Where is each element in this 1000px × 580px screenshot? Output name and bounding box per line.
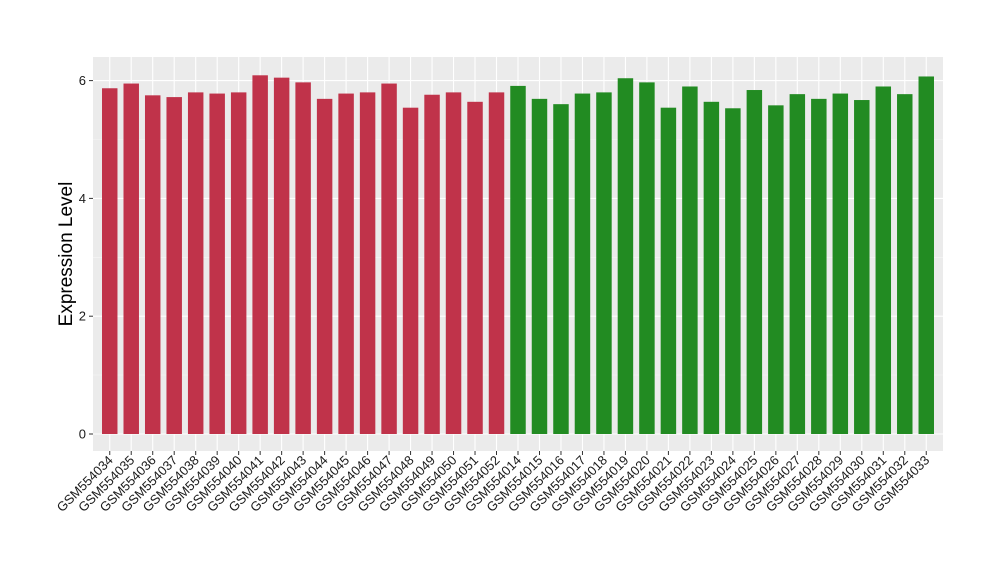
bar-GSM554028	[811, 98, 827, 434]
bar-GSM554049	[424, 94, 440, 435]
bar-GSM554048	[402, 107, 419, 434]
bar-GSM554027	[789, 94, 806, 434]
bar-GSM554026	[768, 105, 784, 434]
bar-GSM554032	[897, 94, 913, 434]
bar-GSM554047	[381, 83, 397, 435]
bar-GSM554037	[166, 97, 182, 434]
bar-GSM554035	[123, 83, 139, 435]
bar-GSM554034	[102, 88, 118, 434]
y-tick-label: 0	[79, 427, 86, 442]
bar-GSM554021	[660, 107, 677, 434]
bar-GSM554038	[187, 92, 204, 434]
bar-GSM554050	[445, 92, 462, 434]
bar-GSM554052	[488, 92, 505, 434]
bar-GSM554018	[596, 92, 612, 434]
y-axis-ticks: 0 2 4 6	[79, 73, 93, 442]
bar-GSM554040	[230, 92, 247, 434]
bar-GSM554019	[617, 78, 634, 434]
bar-GSM554039	[209, 93, 225, 435]
bar-GSM554051	[467, 101, 483, 434]
bar-GSM554025	[746, 90, 763, 435]
bar-GSM554014	[510, 85, 526, 434]
bar-GSM554015	[531, 98, 548, 434]
bar-GSM554017	[574, 93, 591, 435]
x-axis-ticks: GSM554034GSM554035GSM554036GSM554037GSM5…	[54, 451, 932, 515]
y-tick-label: 4	[79, 191, 86, 206]
bar-GSM554033	[918, 76, 934, 435]
bar-GSM554046	[359, 92, 376, 434]
y-tick-label: 6	[79, 73, 86, 88]
bar-GSM554030	[854, 100, 870, 435]
y-tick-label: 2	[79, 309, 86, 324]
bar-GSM554020	[639, 82, 655, 434]
bars	[102, 75, 934, 435]
bar-GSM554041	[252, 75, 268, 434]
bar-GSM554044	[316, 98, 333, 434]
bar-GSM554031	[875, 86, 892, 435]
bar-GSM554029	[832, 93, 849, 435]
bar-GSM554042	[273, 77, 290, 434]
bar-GSM554016	[553, 104, 569, 434]
bar-GSM554043	[295, 82, 311, 434]
bar-GSM554045	[338, 93, 354, 435]
y-axis-title: Expression Level	[56, 182, 77, 327]
bar-GSM554022	[682, 86, 698, 435]
bar-GSM554024	[725, 108, 741, 435]
bar-GSM554036	[144, 95, 161, 434]
bar-GSM554023	[703, 101, 720, 434]
